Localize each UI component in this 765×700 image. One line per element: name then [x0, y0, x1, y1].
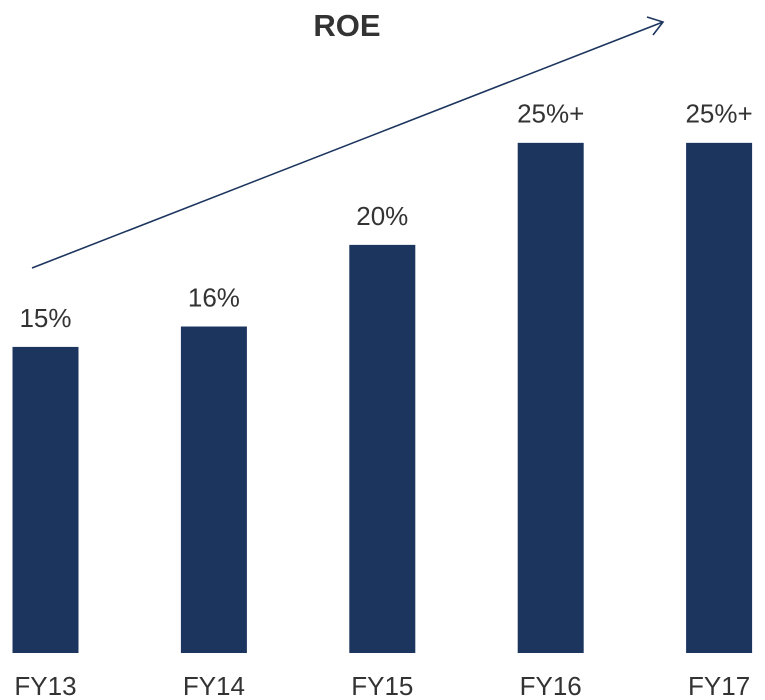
data-label: 16% [188, 282, 240, 312]
bar [12, 346, 79, 653]
x-tick-label: FY16 [520, 671, 582, 700]
bar [686, 142, 753, 653]
x-tick-label: FY17 [688, 671, 750, 700]
bar [517, 142, 584, 653]
data-label: 20% [356, 201, 408, 231]
trend-arrow [31, 16, 665, 269]
bar [180, 326, 247, 653]
data-label: 25%+ [517, 99, 584, 129]
chart-title: ROE [313, 8, 380, 43]
x-tick-label: FY14 [183, 671, 245, 700]
x-tick-label: FY13 [14, 671, 76, 700]
bar [349, 244, 416, 653]
data-label: 15% [19, 303, 71, 333]
data-label: 25%+ [685, 99, 752, 129]
arrow-head [646, 16, 665, 36]
x-tick-label: FY15 [351, 671, 413, 700]
arrow-shaft [31, 21, 664, 269]
